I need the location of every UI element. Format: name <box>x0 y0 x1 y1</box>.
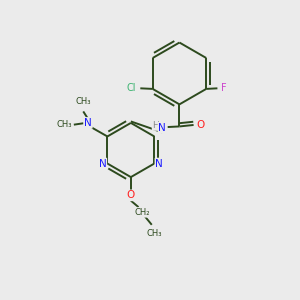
Text: F: F <box>221 83 227 93</box>
Text: N: N <box>98 158 106 169</box>
Text: CH₃: CH₃ <box>56 120 72 129</box>
Text: CH₂: CH₂ <box>134 208 150 217</box>
Text: O: O <box>127 190 135 200</box>
Text: H: H <box>152 121 159 130</box>
Text: O: O <box>196 120 204 130</box>
Text: CH₃: CH₃ <box>76 97 91 106</box>
Text: N: N <box>84 118 92 128</box>
Text: N: N <box>158 123 166 133</box>
Text: N: N <box>155 158 163 169</box>
Text: Cl: Cl <box>127 83 136 93</box>
Text: CH₃: CH₃ <box>147 229 163 238</box>
